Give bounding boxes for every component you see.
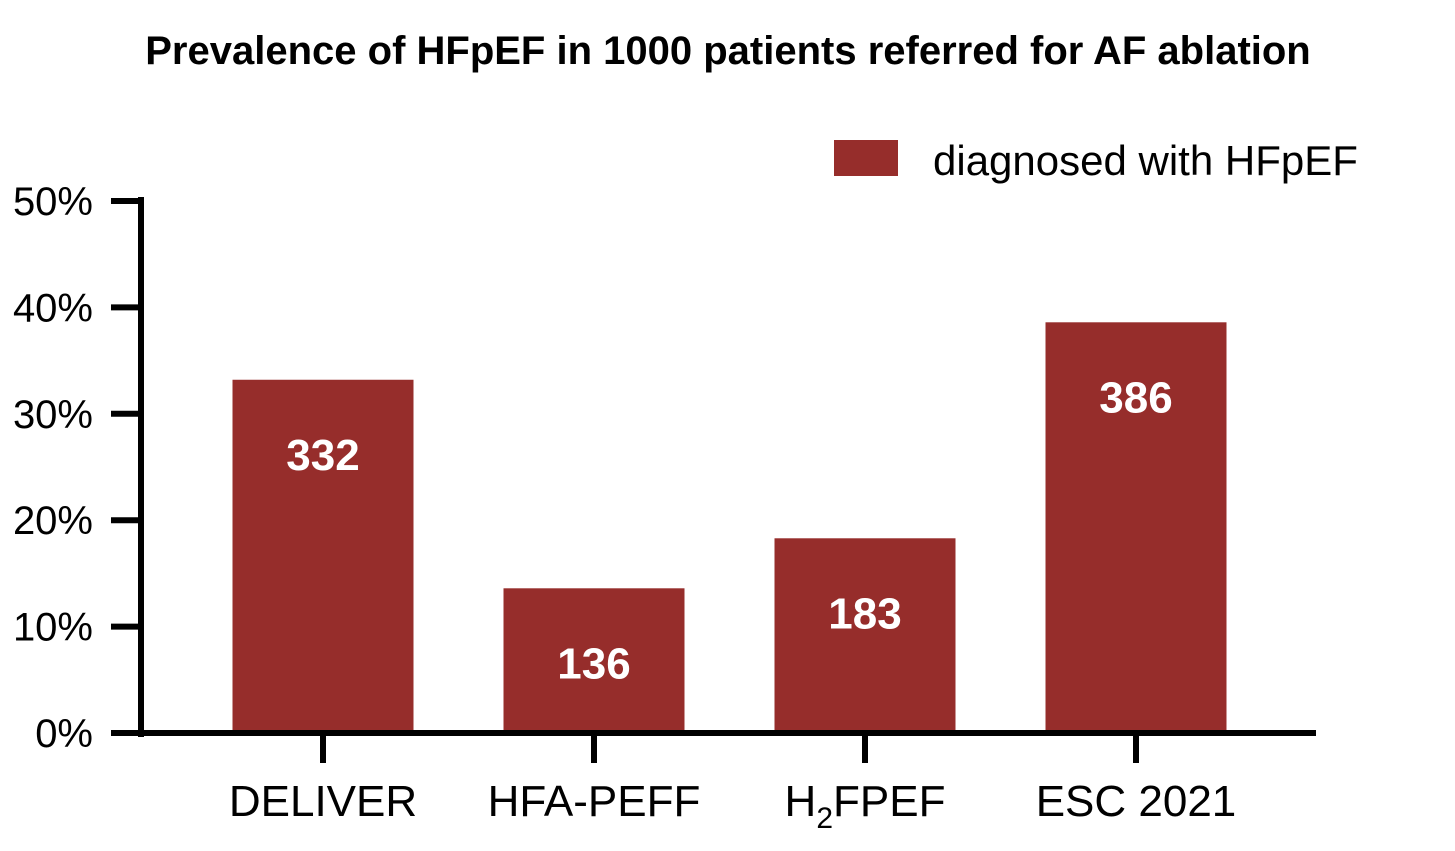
x-tick-label-1: DELIVER xyxy=(229,777,417,826)
x-tick-label-2: HFA-PEFF xyxy=(488,777,701,826)
bars-group xyxy=(232,322,1227,733)
data-label-1: 332 xyxy=(286,431,359,480)
y-tick-label-3: 30% xyxy=(13,393,93,437)
legend-label: diagnosed with HFpEF xyxy=(933,137,1358,184)
y-tick-label-4: 40% xyxy=(13,286,93,330)
y-axis: 0% 10% 20% 30% 40% 50% xyxy=(13,180,144,756)
x-tick-label-3: H2FPEF xyxy=(785,777,946,835)
x-axis: DELIVER HFA-PEFF H2FPEF ESC 2021 xyxy=(111,730,1316,835)
chart-title: Prevalence of HFpEF in 1000 patients ref… xyxy=(145,29,1311,73)
bar-3 xyxy=(774,538,956,733)
legend-swatch xyxy=(834,140,898,176)
y-tick-label-5: 50% xyxy=(13,180,93,224)
x-tick-label-4: ESC 2021 xyxy=(1036,777,1237,826)
bar-4 xyxy=(1045,322,1227,733)
legend: diagnosed with HFpEF xyxy=(834,137,1358,184)
y-tick-label-1: 10% xyxy=(13,606,93,650)
data-labels-group: 332 136 183 386 xyxy=(286,373,1172,688)
data-label-4: 386 xyxy=(1099,373,1172,422)
bar-1 xyxy=(232,379,414,733)
y-tick-label-0: 0% xyxy=(35,712,93,756)
data-label-2: 136 xyxy=(557,639,630,688)
data-label-3: 183 xyxy=(828,589,901,638)
bar-2 xyxy=(503,588,685,733)
y-tick-label-2: 20% xyxy=(13,499,93,543)
